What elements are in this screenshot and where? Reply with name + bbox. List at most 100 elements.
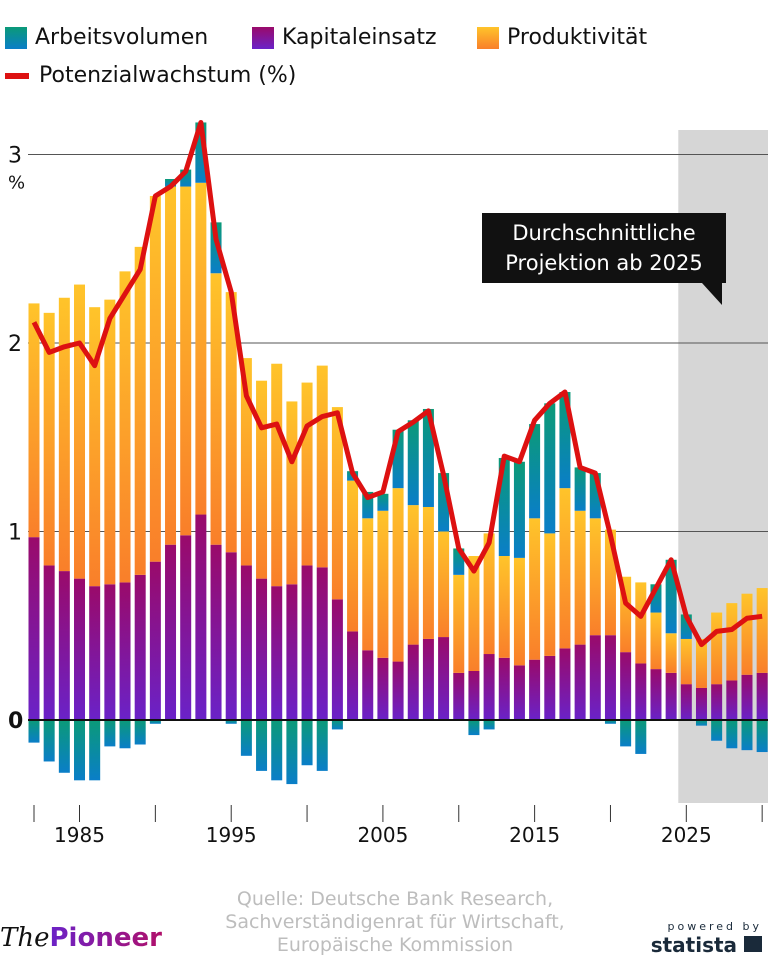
y-tick-label: 0 — [8, 709, 23, 734]
legend-swatch — [5, 26, 27, 49]
bar-arbeitsvolumen — [574, 467, 586, 511]
bar-arbeitsvolumen — [301, 720, 313, 766]
legend-swatch — [477, 26, 499, 49]
bar-produktivitaet — [574, 510, 586, 645]
bar-produktivitaet — [240, 358, 252, 566]
legend-label: Arbeitsvolumen — [35, 25, 209, 50]
bar-produktivitaet — [331, 407, 343, 600]
bar-produktivitaet — [347, 480, 359, 632]
bar-kapitaleinsatz — [134, 574, 146, 720]
bar-kapitaleinsatz — [559, 648, 571, 720]
bar-kapitaleinsatz — [195, 514, 207, 720]
bar-produktivitaet — [604, 529, 616, 636]
bar-produktivitaet — [286, 401, 298, 585]
bar-arbeitsvolumen — [650, 584, 662, 613]
legend-item-arbeitsvolumen: Arbeitsvolumen — [5, 25, 208, 50]
legend-swatch — [252, 26, 274, 49]
bar-kapitaleinsatz — [271, 586, 283, 720]
bar-arbeitsvolumen — [286, 720, 298, 785]
bar-produktivitaet — [377, 510, 389, 658]
x-tick-label: 1995 — [206, 823, 257, 847]
bar-arbeitsvolumen — [665, 559, 677, 634]
statista-icon — [744, 936, 762, 952]
bar-kapitaleinsatz — [286, 584, 298, 720]
bar-kapitaleinsatz — [680, 684, 692, 720]
bar-arbeitsvolumen — [498, 457, 510, 557]
legend-item-potenzialwachstum: Potenzialwachstum (%) — [5, 63, 296, 88]
annotation-line: Durchschnittliche — [512, 221, 696, 245]
bar-produktivitaet — [498, 556, 510, 658]
bar-arbeitsvolumen — [149, 720, 161, 724]
logo-part: statista — [650, 933, 738, 957]
bar-produktivitaet — [89, 307, 101, 587]
bar-kapitaleinsatz — [331, 599, 343, 720]
bar-arbeitsvolumen — [589, 473, 601, 519]
statista-logo: powered by statista — [651, 920, 762, 957]
bar-kapitaleinsatz — [377, 657, 389, 720]
bar-kapitaleinsatz — [58, 571, 70, 720]
bar-kapitaleinsatz — [620, 652, 632, 720]
bar-kapitaleinsatz — [225, 552, 237, 720]
bar-arbeitsvolumen — [195, 122, 207, 183]
bar-arbeitsvolumen — [756, 720, 768, 753]
bar-kapitaleinsatz — [301, 565, 313, 720]
bar-kapitaleinsatz — [498, 657, 510, 720]
bar-arbeitsvolumen — [58, 720, 70, 773]
powered-by-text: powered by — [667, 920, 762, 933]
bar-arbeitsvolumen — [165, 179, 177, 187]
bar-produktivitaet — [650, 612, 662, 670]
bar-produktivitaet — [195, 182, 207, 515]
y-tick-label: 3 — [8, 144, 22, 169]
bar-kapitaleinsatz — [513, 665, 525, 720]
bar-produktivitaet — [711, 612, 723, 685]
bar-produktivitaet — [483, 533, 495, 655]
bar-kapitaleinsatz — [165, 544, 177, 720]
bar-kapitaleinsatz — [544, 655, 556, 720]
bar-produktivitaet — [695, 638, 707, 688]
bar-arbeitsvolumen — [180, 169, 192, 187]
bar-arbeitsvolumen — [134, 720, 146, 745]
bar-produktivitaet — [559, 488, 571, 649]
bar-produktivitaet — [301, 382, 313, 566]
bar-produktivitaet — [316, 365, 328, 568]
bar-arbeitsvolumen — [119, 720, 131, 749]
bar-arbeitsvolumen — [392, 429, 404, 489]
bar-arbeitsvolumen — [377, 493, 389, 511]
bar-kapitaleinsatz — [741, 674, 753, 720]
bar-kapitaleinsatz — [362, 650, 374, 720]
bar-arbeitsvolumen — [513, 461, 525, 558]
legend-label: Produktivität — [507, 25, 648, 50]
logo-part: The — [0, 923, 50, 953]
bar-arbeitsvolumen — [422, 408, 434, 507]
bar-arbeitsvolumen — [604, 720, 616, 724]
bar-arbeitsvolumen — [240, 720, 252, 756]
bar-arbeitsvolumen — [438, 473, 450, 532]
bar-produktivitaet — [589, 518, 601, 636]
bar-kapitaleinsatz — [574, 644, 586, 720]
bar-arbeitsvolumen — [43, 720, 55, 762]
bar-produktivitaet — [104, 299, 116, 585]
bar-kapitaleinsatz — [119, 582, 131, 720]
bar-kapitaleinsatz — [104, 584, 116, 720]
bar-kapitaleinsatz — [74, 578, 86, 720]
bar-arbeitsvolumen — [225, 720, 237, 724]
bar-kapitaleinsatz — [589, 635, 601, 720]
bar-kapitaleinsatz — [210, 544, 222, 720]
bar-produktivitaet — [726, 603, 738, 681]
bar-kapitaleinsatz — [650, 669, 662, 720]
bar-produktivitaet — [134, 246, 146, 575]
bar-arbeitsvolumen — [559, 392, 571, 489]
bar-arbeitsvolumen — [620, 720, 632, 747]
legend-label: Kapitaleinsatz — [282, 25, 437, 50]
bar-produktivitaet — [362, 518, 374, 651]
bar-kapitaleinsatz — [438, 637, 450, 720]
bar-produktivitaet — [513, 557, 525, 666]
legend-line-swatch — [5, 72, 29, 79]
bar-produktivitaet — [544, 533, 556, 656]
bar-arbeitsvolumen — [544, 403, 556, 534]
x-tick-label: 2005 — [357, 823, 408, 847]
source-line: Sachverständigenrat für Wirtschaft, — [225, 911, 565, 933]
bar-produktivitaet — [392, 488, 404, 662]
bar-kapitaleinsatz — [529, 659, 541, 720]
